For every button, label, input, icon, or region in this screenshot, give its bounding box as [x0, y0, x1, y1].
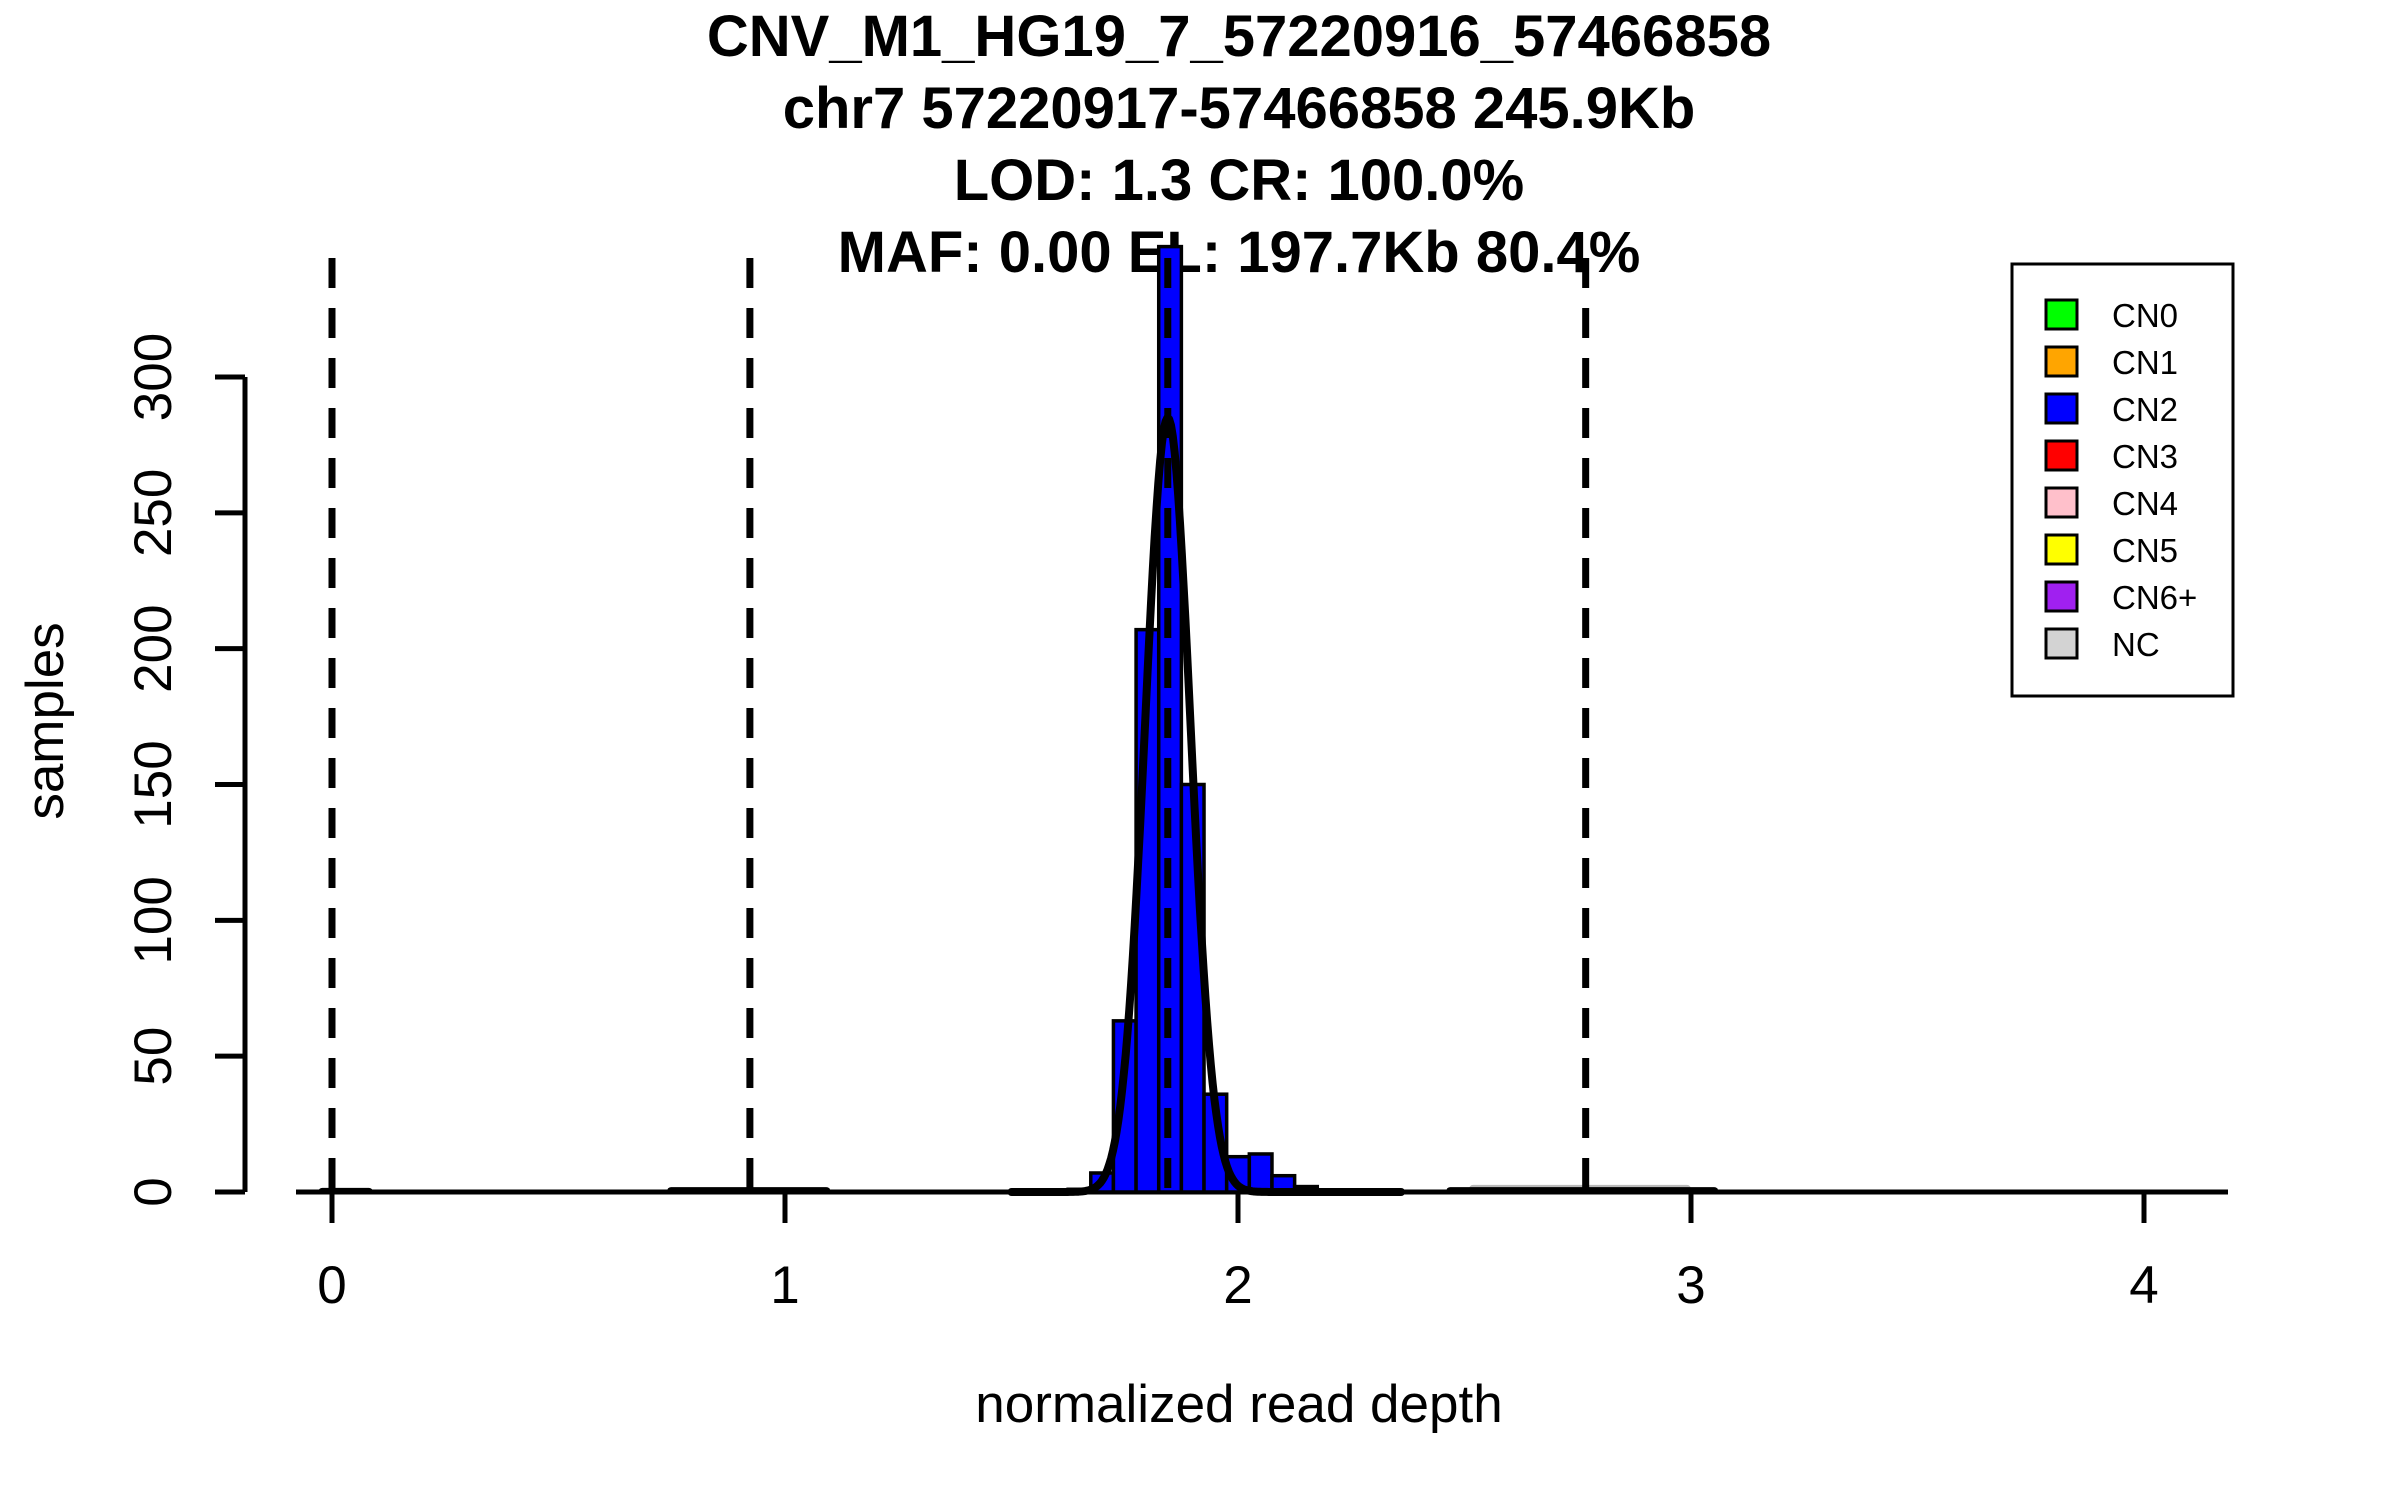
legend-item-label: CN5 [2112, 532, 2178, 569]
legend-swatch [2044, 298, 2079, 331]
y-tick-label: 100 [124, 876, 183, 964]
legend-swatch [2044, 439, 2079, 472]
legend-item-cn1: CN1 [2044, 344, 2178, 381]
y-axis: 0 50 100 150 200 250 300 [124, 333, 248, 1207]
x-axis-label: normalized read depth [975, 1375, 1502, 1434]
y-tick-label: 200 [124, 604, 183, 692]
legend: CN0 CN1 CN2 CN3 CN4 CN5 CN6+ NC [2010, 262, 2235, 698]
legend-item-cn4: CN4 [2044, 485, 2178, 522]
density-curve [1007, 413, 1406, 1196]
legend-item-cn3: CN3 [2044, 438, 2178, 475]
plot-title: CNV_M1_HG19_7_57220916_57466858 chr7 572… [707, 4, 1771, 285]
y-tick-label: 50 [124, 1027, 183, 1086]
density-curve-path [1007, 413, 1406, 1196]
legend-item-label: NC [2112, 626, 2160, 663]
legend-item-label: CN6+ [2112, 579, 2197, 616]
baseline-bumps [318, 1184, 1719, 1194]
legend-item-label: CN2 [2112, 391, 2178, 428]
legend-swatch [2044, 345, 2079, 378]
legend-item-nc: NC [2044, 626, 2160, 663]
x-axis: 0 1 2 3 4 [296, 1189, 2228, 1315]
legend-item-label: CN3 [2112, 438, 2178, 475]
cn-dashed-lines [328, 258, 1590, 1192]
title-line-3: LOD: 1.3 CR: 100.0% [954, 148, 1525, 213]
legend-item-label: CN1 [2112, 344, 2178, 381]
y-tick-label: 250 [124, 469, 183, 557]
title-line-1: CNV_M1_HG19_7_57220916_57466858 [707, 4, 1771, 69]
baseline-bump [667, 1187, 831, 1194]
baseline-bump [1446, 1187, 1719, 1194]
y-tick-label: 150 [124, 740, 183, 828]
x-tick-label: 3 [1676, 1256, 1705, 1315]
title-line-2: chr7 57220917-57466858 245.9Kb [783, 76, 1696, 141]
legend-swatch [2044, 627, 2079, 660]
x-tick-label: 1 [770, 1256, 799, 1315]
x-tick-label: 2 [1223, 1256, 1252, 1315]
y-tick-label: 300 [124, 333, 183, 421]
legend-swatch [2044, 392, 2079, 425]
legend-item-cn2: CN2 [2044, 391, 2178, 428]
legend-swatch [2044, 533, 2079, 566]
x-tick-label: 0 [317, 1256, 346, 1315]
x-tick-label: 4 [2129, 1256, 2158, 1315]
legend-swatch [2044, 486, 2079, 519]
title-line-4: MAF: 0.00 EL: 197.7Kb 80.4% [838, 220, 1641, 285]
legend-swatch [2044, 580, 2079, 613]
y-axis-label: samples [16, 622, 75, 819]
legend-item-cn5: CN5 [2044, 532, 2178, 569]
legend-item-cn6plus: CN6+ [2044, 579, 2197, 616]
y-tick-label: 0 [124, 1177, 183, 1206]
legend-box [2010, 262, 2235, 698]
legend-item-cn0: CN0 [2044, 297, 2178, 334]
legend-item-label: CN0 [2112, 297, 2178, 334]
histogram-bar [1247, 1152, 1274, 1194]
legend-item-label: CN4 [2112, 485, 2178, 522]
baseline-bump [318, 1187, 373, 1194]
